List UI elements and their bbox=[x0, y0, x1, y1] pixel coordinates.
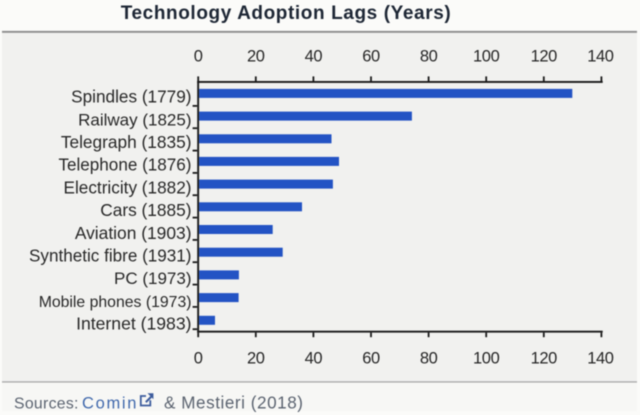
svg-text:20: 20 bbox=[247, 47, 265, 65]
svg-text:0: 0 bbox=[194, 350, 203, 368]
svg-text:Telegraph (1835): Telegraph (1835) bbox=[61, 132, 192, 152]
svg-text:Spindles (1779): Spindles (1779) bbox=[71, 87, 191, 107]
svg-text:Mobile phones (1973): Mobile phones (1973) bbox=[39, 294, 192, 311]
svg-text:80: 80 bbox=[420, 47, 438, 65]
svg-text:Telephone (1876): Telephone (1876) bbox=[58, 156, 191, 175]
svg-text:80: 80 bbox=[420, 350, 438, 368]
svg-text:20: 20 bbox=[247, 350, 265, 368]
svg-text:100: 100 bbox=[473, 350, 500, 368]
svg-text:Cars (1885): Cars (1885) bbox=[100, 200, 191, 220]
svg-text:Railway (1825): Railway (1825) bbox=[78, 110, 191, 129]
svg-text:Sources:: Sources: bbox=[14, 395, 79, 412]
svg-text:Technology Adoption Lags (Year: Technology Adoption Lags (Years) bbox=[121, 3, 452, 24]
svg-text:120: 120 bbox=[531, 350, 558, 368]
svg-text:Comin: Comin bbox=[82, 394, 138, 412]
svg-text:40: 40 bbox=[305, 350, 323, 368]
svg-text:PC (1973): PC (1973) bbox=[114, 269, 191, 288]
svg-text:Electricity (1882): Electricity (1882) bbox=[64, 177, 192, 197]
svg-text:140: 140 bbox=[587, 350, 614, 368]
svg-text:40: 40 bbox=[305, 47, 323, 65]
svg-text:Internet (1983): Internet (1983) bbox=[76, 314, 191, 334]
svg-text:100: 100 bbox=[473, 47, 500, 65]
svg-text:Synthetic fibre (1931): Synthetic fibre (1931) bbox=[29, 247, 191, 266]
svg-text:Aviation (1903): Aviation (1903) bbox=[75, 223, 192, 243]
svg-text:120: 120 bbox=[531, 47, 558, 65]
svg-text:& Mestieri (2018): & Mestieri (2018) bbox=[164, 393, 304, 412]
svg-text:60: 60 bbox=[362, 47, 380, 65]
svg-text:0: 0 bbox=[194, 47, 203, 65]
svg-text:140: 140 bbox=[587, 47, 614, 65]
svg-text:60: 60 bbox=[362, 350, 380, 368]
